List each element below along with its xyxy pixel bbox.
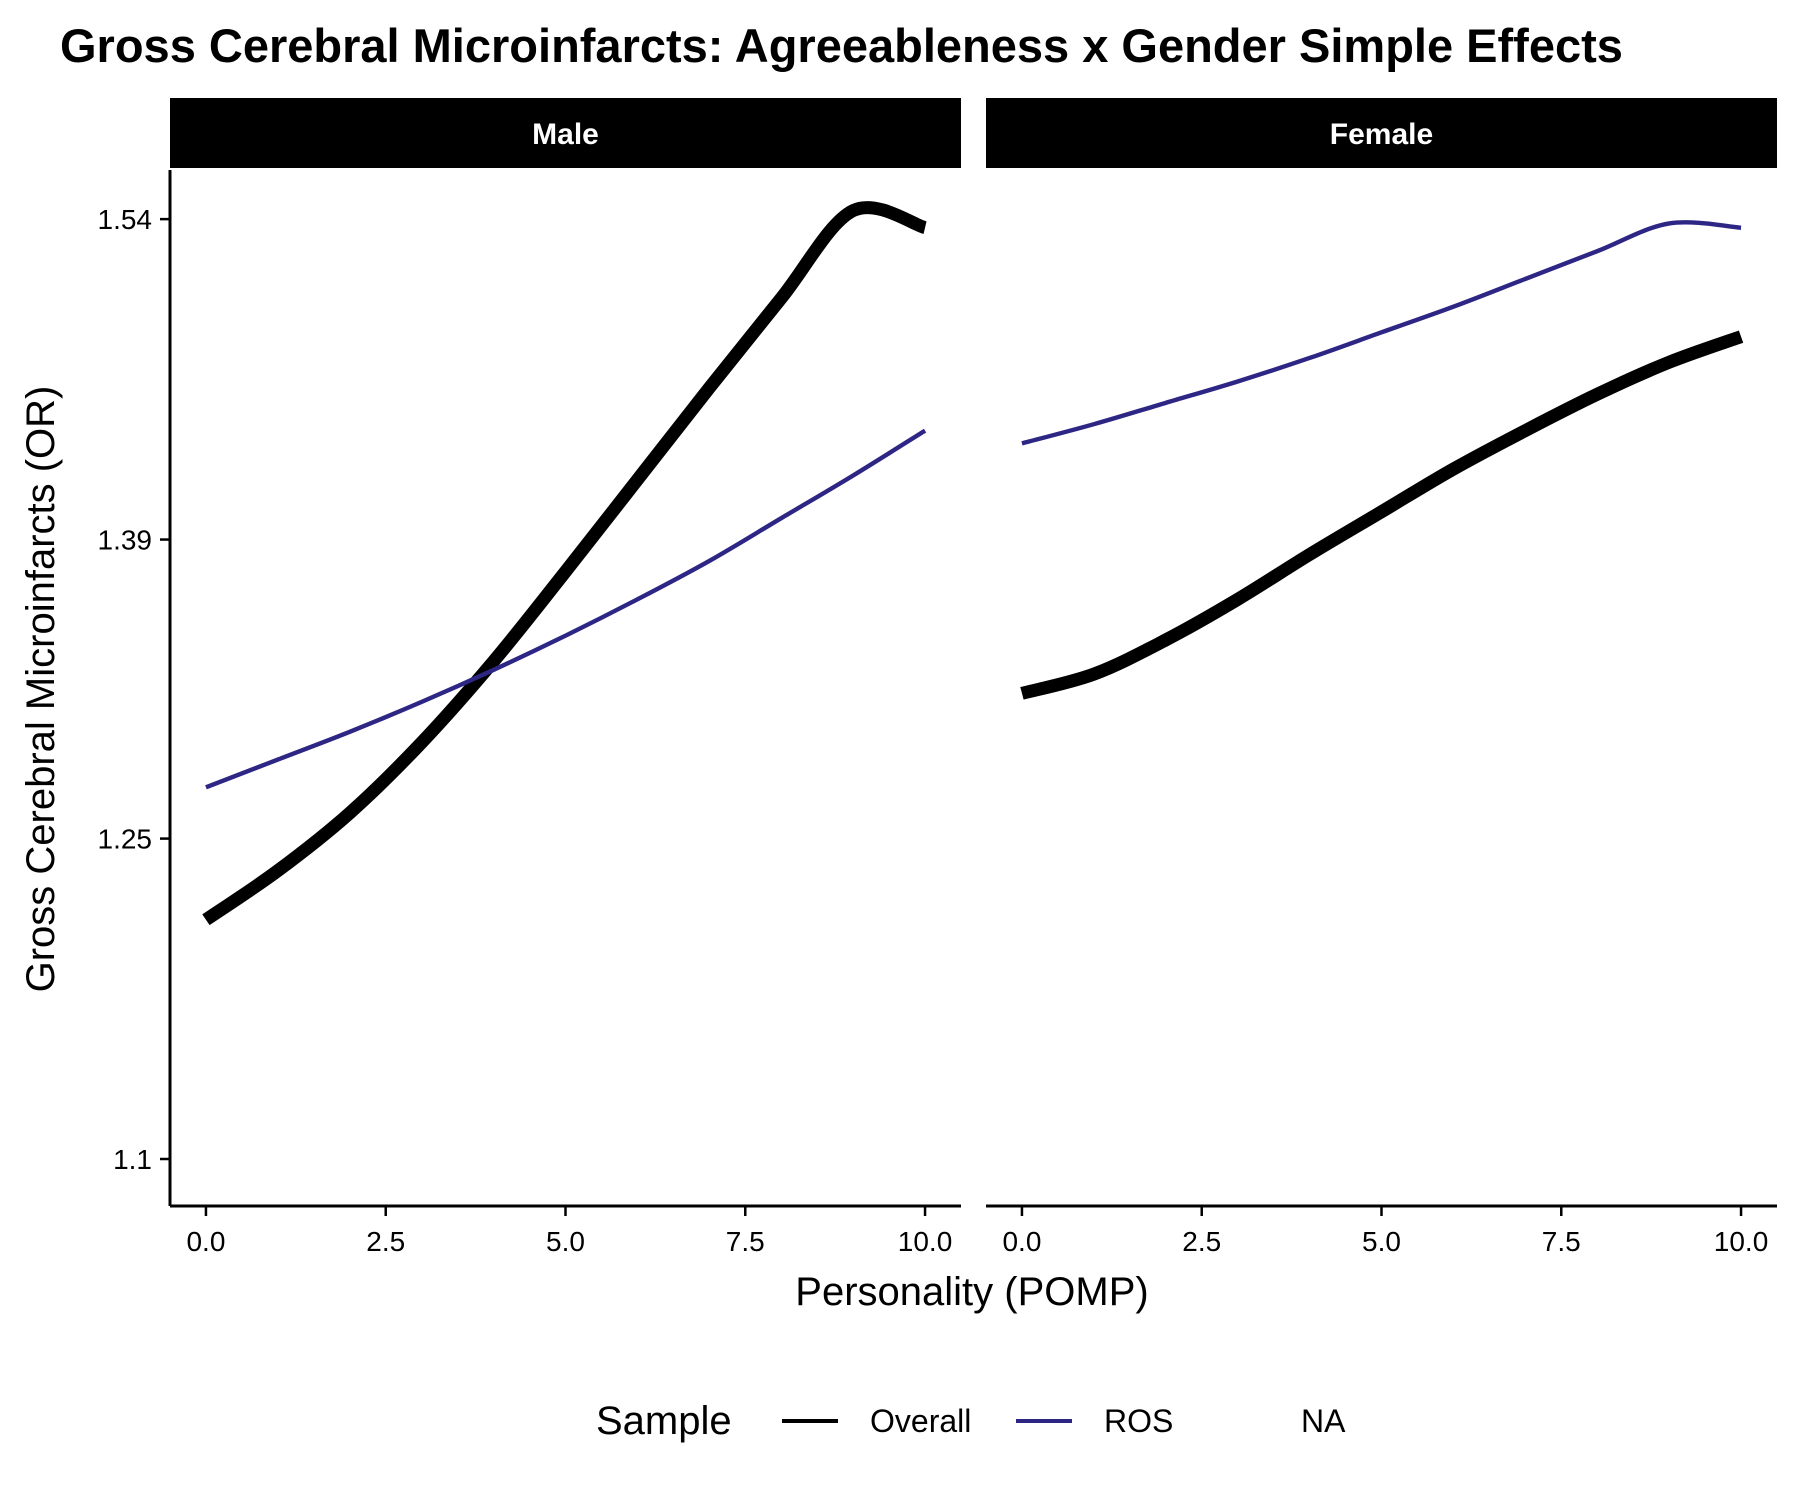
strip-male [170,98,961,168]
y-tick-label: 1.1 [113,1144,152,1175]
y-tick-label: 1.54 [98,204,153,235]
series-line-ros-female [1021,220,1742,446]
x-tick-label-male: 10.0 [898,1226,953,1257]
series-line-overall-male [202,201,928,926]
x-tick-label-female: 2.5 [1182,1226,1221,1257]
y-tick-label: 1.25 [98,824,153,855]
x-tick-label-male: 7.5 [726,1226,765,1257]
legend-label-overall: Overall [870,1403,971,1439]
x-tick-label-female: 5.0 [1362,1226,1401,1257]
strip-female [986,98,1777,168]
x-tick-label-male: 0.0 [186,1226,225,1257]
x-tick-label-female: 7.5 [1542,1226,1581,1257]
panel-male: Male 0.0 2.5 5.0 7.5 10.0 1.1 1.25 1.39 1.54 [98,98,961,1257]
strip-label-male: Male [532,118,599,151]
panels: Male 0.0 2.5 5.0 7.5 10.0 1.1 1.25 1.39 1.54 Femal… [98,98,1777,1257]
x-tick-label-male: 5.0 [546,1226,585,1257]
chart-title: Gross Cerebral Microinfarcts: Agreeablen… [60,19,1623,72]
y-axis-title: Gross Cerebral Microinfarcts (OR) [19,386,63,993]
x-tick-label-female: 0.0 [1002,1226,1041,1257]
x-tick-label-female: 10.0 [1714,1226,1769,1257]
legend: Sample Overall ROS NA [596,1399,1346,1443]
series-line-overall-female [1020,330,1744,700]
legend-label-ros: ROS [1104,1403,1173,1439]
legend-title: Sample [596,1399,732,1443]
panel-female: Female 0.0 2.5 5.0 7.5 10.0 [986,98,1777,1257]
x-axis-title: Personality (POMP) [795,1270,1148,1314]
legend-label-na: NA [1301,1403,1346,1439]
strip-label-female: Female [1330,118,1433,151]
series-line-ros-male [205,428,927,790]
x-tick-label-male: 2.5 [366,1226,405,1257]
y-tick-label: 1.39 [98,525,153,556]
